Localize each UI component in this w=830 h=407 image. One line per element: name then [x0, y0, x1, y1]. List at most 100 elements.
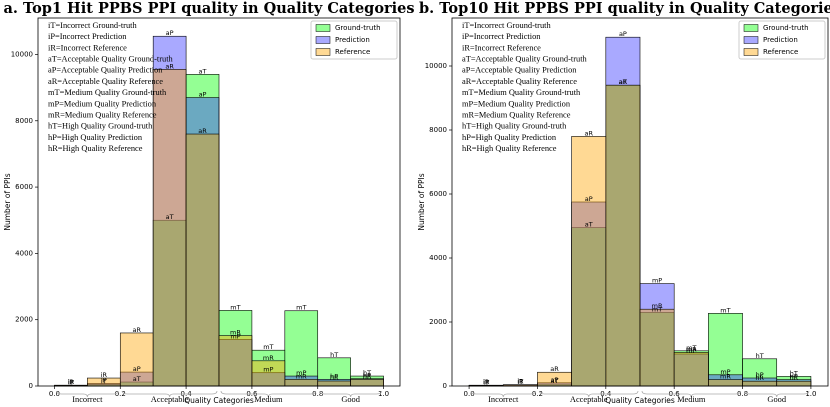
bar: [639, 312, 675, 387]
bar-label: iR: [68, 378, 75, 386]
x-tick-label: 0.0: [464, 390, 475, 398]
bar-label: aT: [133, 375, 141, 383]
bar-label: mR: [296, 372, 307, 380]
category-label: Acceptable: [151, 395, 189, 404]
axes-frame: [451, 17, 829, 387]
bar-label: mR: [720, 373, 731, 381]
bar-label: mT: [720, 306, 730, 314]
bar: [251, 360, 286, 387]
annotation-line: iR=Incorrect Reference: [462, 43, 541, 52]
bar-label: hP: [790, 373, 798, 381]
x-axis-label: Quality Categories: [184, 396, 254, 405]
annotation-line: mR=Medium Quality Reference: [48, 111, 157, 120]
legend-swatch: [315, 24, 331, 32]
legend-label: Prediction: [335, 36, 370, 44]
category-brace: [319, 390, 382, 398]
y-tick-label: 4000: [15, 249, 33, 257]
bar-label: iP: [101, 376, 107, 384]
y-tick-label: 10000: [11, 50, 33, 58]
bar-label: mP: [296, 369, 306, 377]
bar-label: aT: [199, 67, 207, 75]
y-tick-label: 0: [29, 382, 33, 390]
bar-label: mT: [686, 344, 696, 352]
y-tick-label: 8000: [429, 126, 447, 134]
annotation-line: iT=Incorrect Ground-truth: [462, 21, 551, 30]
bar-label: aR: [165, 62, 174, 70]
legend-swatch: [743, 48, 759, 56]
category-label: Acceptable: [570, 395, 608, 404]
bar: [639, 283, 675, 387]
bar-label: hT: [756, 352, 764, 360]
annotation-line: hT=High Quality Ground-truth: [48, 122, 153, 131]
bar-label: mP: [720, 368, 730, 376]
bar: [119, 332, 154, 387]
annotation-line: hT=High Quality Ground-truth: [462, 122, 567, 131]
category-brace: [744, 390, 810, 398]
bar-label: iT: [483, 378, 489, 386]
bar: [284, 310, 319, 387]
category-brace: [641, 390, 741, 398]
bar-label: hR: [363, 372, 372, 380]
bar-label: mT: [263, 343, 273, 351]
bar-label: mT: [230, 303, 240, 311]
bar-label: aR: [550, 365, 559, 373]
category-label: Good: [767, 395, 786, 404]
bar-label: hT: [330, 351, 338, 359]
axes-frame: [37, 17, 401, 387]
y-tick-label: 0: [443, 382, 447, 390]
bar-label: hT: [790, 369, 798, 377]
bar-label: iR: [517, 378, 524, 386]
bar-label: iP: [517, 378, 523, 386]
bar-label: aR: [619, 78, 628, 86]
category-label: Medium: [677, 395, 706, 404]
bar-label: aP: [585, 195, 593, 203]
bar-label: aR: [584, 129, 593, 137]
bar-label: iT: [68, 378, 74, 386]
y-tick-label: 6000: [15, 183, 33, 191]
bar-label: hT: [363, 369, 371, 377]
bar: [639, 308, 675, 387]
bar: [708, 313, 743, 387]
category-label: Incorrect: [72, 395, 103, 404]
x-tick-label: 0.2: [115, 390, 126, 398]
y-axis-label: Number of PPIs: [3, 173, 12, 230]
bar-label: hR: [755, 374, 764, 382]
bar: [185, 133, 220, 387]
x-tick-label: 0.0: [49, 390, 60, 398]
bar-label: aP: [133, 365, 141, 373]
annotation-line: aT=Acceptable Quality Ground-truth: [462, 55, 588, 64]
legend-box: [310, 20, 398, 60]
annotation-line: mP=Medium Quality Prediction: [48, 99, 157, 108]
y-tick-label: 2000: [15, 316, 33, 324]
y-tick-label: 8000: [15, 117, 33, 125]
bar-label: hP: [330, 372, 338, 380]
bar-label: aR: [132, 326, 141, 334]
category-brace: [470, 390, 536, 398]
category-brace: [539, 390, 639, 398]
annotation-line: mT=Medium Quality Ground-truth: [48, 88, 167, 97]
bar-label: mR: [263, 354, 274, 362]
bar-label: iP: [68, 379, 74, 387]
annotation-line: hP=High Quality Prediction: [462, 133, 557, 142]
annotation-line: aP=Acceptable Quality Prediction: [48, 66, 163, 75]
legend-label: Reference: [763, 48, 798, 56]
legend-swatch: [743, 36, 759, 44]
bar-label: aT: [619, 78, 627, 86]
legend-swatch: [315, 48, 331, 56]
annotation-line: hP=High Quality Prediction: [48, 133, 143, 142]
bar: [218, 335, 253, 387]
annotation-line: hR=High Quality Reference: [48, 144, 143, 153]
category-brace: [220, 390, 317, 398]
legend-swatch: [315, 36, 331, 44]
bar-label: aP: [619, 30, 627, 38]
bar: [218, 310, 253, 387]
bar-label: hR: [789, 374, 798, 382]
bar-label: iR: [101, 371, 108, 379]
bar-label: aP: [166, 29, 174, 37]
bar: [152, 35, 187, 387]
bar-label: aP: [551, 376, 559, 384]
bar-label: aT: [166, 213, 174, 221]
chart-title: a. Top1 Hit PPBS PPI quality in Quality …: [3, 0, 414, 17]
legend-label: Prediction: [763, 36, 798, 44]
